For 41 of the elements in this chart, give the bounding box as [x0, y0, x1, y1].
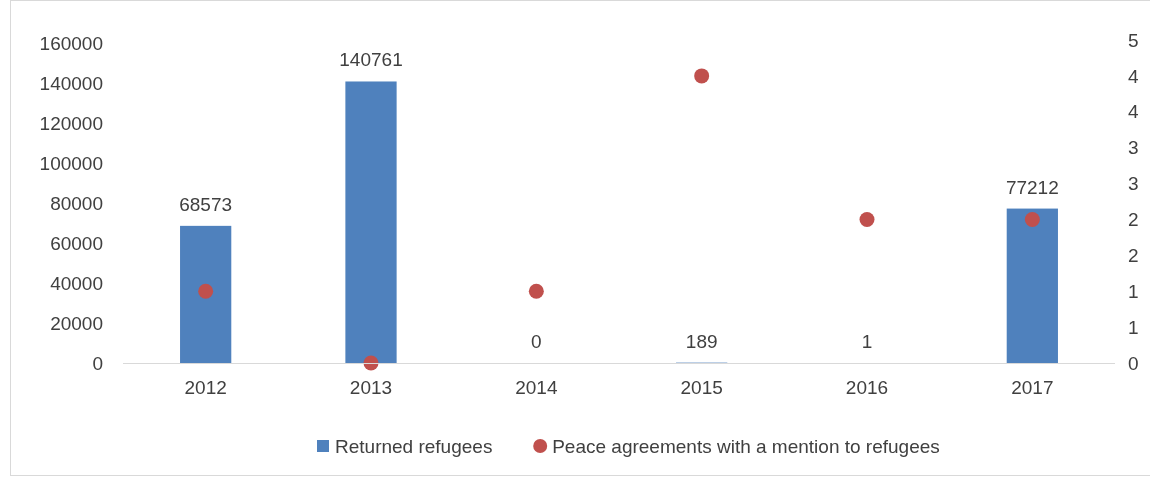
legend-label: Returned refugees: [335, 435, 493, 457]
point: [528, 283, 544, 299]
legend-label: Peace agreements with a mention to refugees: [552, 435, 940, 457]
bar: [345, 81, 397, 363]
bar: [180, 225, 232, 363]
y-tick-label: 140000: [39, 72, 103, 94]
x-tick-label: 2014: [515, 377, 558, 398]
data-label: 77212: [1005, 176, 1059, 198]
point: [694, 68, 710, 84]
data-label: 1: [861, 331, 873, 352]
y2-tick-label: 2: [1128, 244, 1139, 266]
data-label: 140761: [339, 49, 403, 71]
x-tick-label: 2016: [845, 377, 889, 398]
y-tick-label: 60000: [50, 232, 103, 254]
y2-tick-label: 3: [1128, 173, 1139, 195]
data-label: 189: [685, 330, 718, 352]
y2-tick-label: 5: [1128, 29, 1139, 51]
y2-tick-label: 4: [1128, 101, 1139, 123]
y-tick-label: 80000: [50, 192, 103, 214]
point: [859, 211, 875, 227]
y2-tick-label: 2: [1128, 209, 1139, 231]
y-tick-label: 120000: [39, 112, 103, 134]
point: [198, 283, 214, 299]
y-tick-label: 40000: [50, 272, 103, 294]
y2-tick-label: 0: [1128, 352, 1139, 374]
y2-tick-label: 3: [1128, 137, 1139, 159]
point: [1024, 211, 1040, 227]
data-label: 68573: [179, 193, 233, 215]
y-tick-label: 20000: [50, 312, 103, 334]
y-tick-label: 0: [92, 352, 103, 374]
x-tick-label: 2017: [1011, 377, 1054, 398]
y2-tick-label: 1: [1128, 280, 1139, 302]
x-tick-label: 2012: [184, 377, 227, 398]
x-tick-label: 2013: [349, 377, 393, 398]
bar: [1006, 208, 1058, 363]
y-tick-label: 160000: [39, 32, 103, 54]
y-tick-label: 100000: [39, 152, 103, 174]
data-label: 0: [531, 331, 542, 352]
y2-tick-label: 1: [1128, 316, 1139, 338]
y2-tick-label: 4: [1128, 65, 1139, 87]
x-tick-label: 2015: [680, 377, 723, 398]
